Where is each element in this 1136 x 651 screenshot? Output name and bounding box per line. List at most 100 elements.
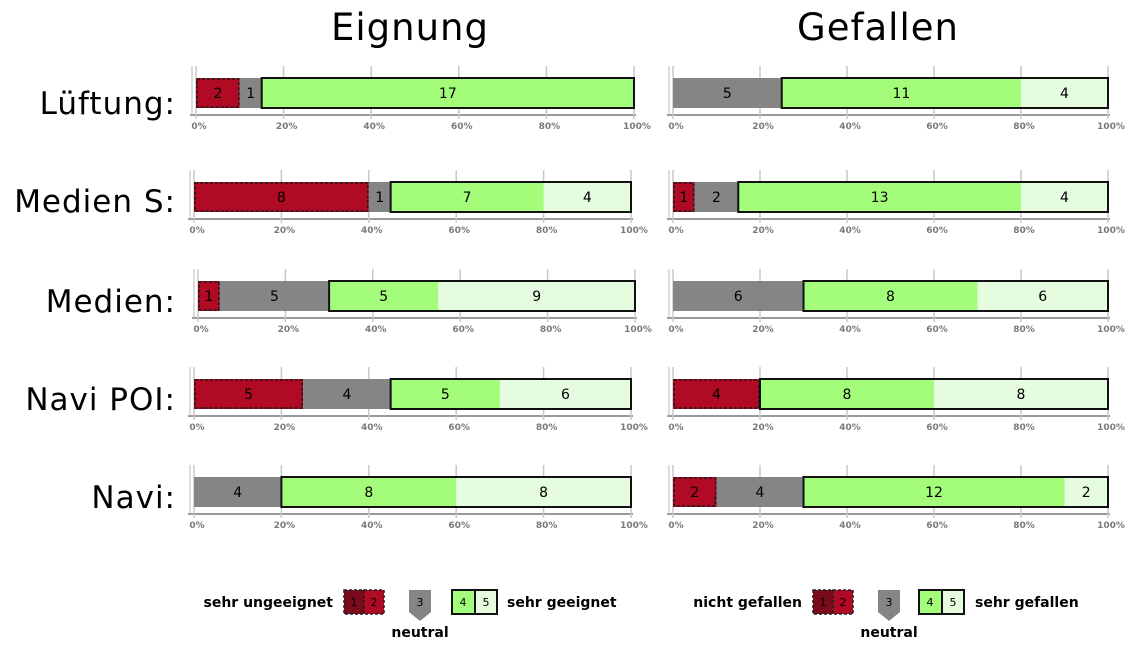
x-tick-label: 0%: [189, 226, 204, 236]
x-tick-label: 100%: [1097, 122, 1125, 132]
legend-swatch-3: [878, 590, 900, 621]
x-tick-label: 20%: [752, 325, 774, 335]
x-tick-label: 40%: [839, 423, 861, 433]
bar-segment-5: [438, 281, 635, 311]
bar-segment-4: [803, 477, 1065, 507]
bar-value-label: 5: [270, 289, 279, 305]
bar-segment-5: [1021, 78, 1108, 108]
positive-group-outline: [328, 280, 636, 312]
bar-value-label: 6: [561, 387, 570, 403]
bar-value-label: 2: [712, 190, 721, 206]
bar-value-label: 1: [204, 289, 213, 305]
x-tick-label: 80%: [540, 325, 562, 335]
x-tick-label: 80%: [536, 423, 558, 433]
positive-group-outline: [737, 181, 1109, 213]
x-tick-label: 60%: [926, 226, 948, 236]
x-tick-label: 60%: [448, 423, 470, 433]
x-tick-label: 60%: [926, 423, 948, 433]
panel-title-gefallen: Gefallen: [797, 6, 959, 49]
x-tick-label: 100%: [620, 226, 648, 236]
x-tick-label: 20%: [274, 423, 296, 433]
bar-value-label: 4: [1060, 190, 1069, 206]
x-tick-label: 40%: [839, 226, 861, 236]
row-label-lueftung: Lüftung:: [40, 86, 176, 122]
negative-group-outline: [673, 379, 760, 409]
legend-swatch-2: [832, 589, 854, 615]
negative-group-outline: [196, 78, 240, 108]
x-tick-label: 100%: [1097, 521, 1125, 531]
x-tick-label: 20%: [752, 423, 774, 433]
x-tick-label: 60%: [926, 122, 948, 132]
bar-value-label: 8: [364, 485, 373, 501]
bar-value-label: 8: [277, 190, 286, 206]
x-tick-label: 40%: [839, 521, 861, 531]
legend-middle-label: neutral: [391, 625, 448, 641]
legend-eignung: sehr ungeeignet 1 2 3 neutral 4 5 sehr g…: [204, 589, 617, 641]
x-tick-label: 100%: [620, 521, 648, 531]
legend-left-label: sehr ungeeignet: [204, 595, 334, 611]
x-tick-label: 0%: [668, 122, 683, 132]
bar-segment-4: [760, 379, 934, 409]
legend-gefallen: nicht gefallen 1 2 3 neutral 4 5 sehr ge…: [693, 589, 1079, 641]
bar-value-label: 11: [892, 86, 910, 102]
bar-value-label: 4: [233, 485, 242, 501]
bar-segment-4: [390, 182, 544, 212]
legend-swatch-4-label: 4: [460, 596, 467, 609]
x-tick-label: 40%: [361, 423, 383, 433]
legend-swatch-3-label: 3: [417, 596, 424, 609]
positive-group-outline: [280, 476, 632, 508]
legend-left-label: nicht gefallen: [693, 595, 802, 611]
bar-value-label: 8: [1017, 387, 1026, 403]
bar-segment-4: [390, 379, 500, 409]
legend-swatch-5: [941, 589, 965, 615]
row-label-navi-poi: Navi POI:: [25, 382, 176, 418]
x-tick-label: 100%: [623, 122, 651, 132]
bar-segment-3: [239, 78, 262, 108]
bar-value-label: 4: [583, 190, 592, 206]
x-tick-label: 0%: [668, 521, 683, 531]
x-tick-label: 100%: [1097, 325, 1125, 335]
positive-group-outline: [389, 378, 632, 410]
x-tick-label: 0%: [191, 122, 206, 132]
bar-segment-5: [499, 379, 631, 409]
negative-group-outline: [673, 182, 695, 212]
x-tick-label: 0%: [668, 423, 683, 433]
bar-value-label: 6: [1038, 289, 1047, 305]
bar-value-label: 13: [871, 190, 889, 206]
x-tick-label: 20%: [752, 521, 774, 531]
x-tick-label: 80%: [539, 122, 561, 132]
bar-segment-4: [738, 182, 1021, 212]
bar-segment-5: [934, 379, 1108, 409]
bar-value-label: 5: [379, 289, 388, 305]
row-label-medien: Medien:: [46, 284, 176, 320]
bar-segment-2: [194, 182, 369, 212]
bar-value-label: 2: [1082, 485, 1091, 501]
positive-group-outline: [260, 77, 635, 109]
positive-group-outline: [759, 378, 1109, 410]
panel-title-eignung: Eignung: [331, 6, 489, 49]
bar-value-label: 4: [1060, 86, 1069, 102]
negative-group-outline: [194, 182, 369, 212]
bar-value-label: 12: [925, 485, 943, 501]
bar-segment-4: [329, 281, 439, 311]
x-tick-label: 80%: [1013, 122, 1035, 132]
legend-swatch-1-label: 1: [351, 596, 358, 609]
x-tick-label: 80%: [1013, 226, 1035, 236]
positive-group-outline: [802, 476, 1109, 508]
x-tick-label: 100%: [624, 325, 652, 335]
x-tick-label: 0%: [189, 521, 204, 531]
x-tick-label: 20%: [274, 521, 296, 531]
bar-value-label: 8: [539, 485, 548, 501]
legend-swatch-5: [474, 589, 498, 615]
x-tick-label: 0%: [668, 325, 683, 335]
bar-value-label: 6: [734, 289, 743, 305]
x-tick-label: 80%: [1013, 521, 1035, 531]
bar-value-label: 8: [843, 387, 852, 403]
bar-value-label: 2: [213, 86, 222, 102]
legend-swatch-5-label: 5: [950, 596, 957, 609]
bar-value-label: 1: [246, 86, 255, 102]
bar-segment-4: [281, 477, 457, 507]
bar-segment-3: [194, 477, 282, 507]
legend-right-label: sehr geeignet: [507, 595, 617, 611]
bar-segment-2: [673, 379, 760, 409]
